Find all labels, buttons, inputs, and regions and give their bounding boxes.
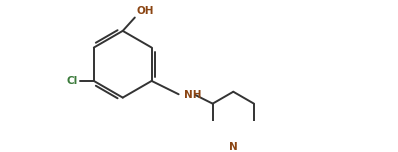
Text: N: N	[229, 142, 238, 152]
Text: Cl: Cl	[66, 76, 78, 86]
Text: NH: NH	[184, 90, 202, 100]
Text: OH: OH	[136, 6, 154, 16]
